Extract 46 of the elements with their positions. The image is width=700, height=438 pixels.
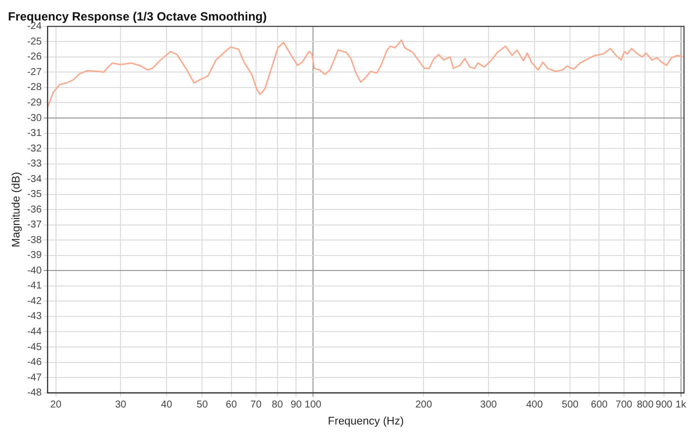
x-tick-label: 1k (676, 400, 688, 411)
y-tick-label: -24 (27, 21, 42, 32)
x-tick-label: 40 (161, 400, 173, 411)
x-tick-label: 300 (480, 400, 498, 411)
x-tick-label: 70 (250, 400, 262, 411)
x-tick-label: 400 (526, 400, 544, 411)
x-tick-label: 100 (304, 400, 322, 411)
y-tick-label: -29 (27, 97, 42, 108)
y-tick-label: -32 (27, 143, 42, 154)
y-tick-label: -31 (27, 128, 42, 140)
x-tick-label: 800 (636, 400, 654, 411)
y-tick-label: -33 (27, 158, 42, 170)
x-tick-label: 500 (562, 400, 579, 411)
y-tick-label: -38 (27, 234, 42, 246)
y-tick-label: -36 (27, 204, 42, 216)
y-tick-label: -41 (27, 280, 42, 292)
x-tick-label: 700 (616, 400, 633, 411)
y-tick-label: -28 (27, 82, 42, 94)
y-axis-title: Magnitude (dB) (10, 172, 23, 248)
x-tick-label: 30 (115, 400, 127, 411)
y-tick-label: -35 (27, 189, 42, 200)
x-tick-label: 50 (196, 400, 208, 411)
y-tick-label: -42 (27, 296, 42, 307)
x-tick-label: 90 (290, 400, 302, 411)
y-tick-label: -47 (27, 372, 42, 384)
y-tick-label: -39 (27, 250, 42, 262)
y-tick-label: -46 (27, 357, 42, 368)
y-tick-label: -40 (27, 265, 42, 276)
y-tick-label: -44 (27, 326, 42, 338)
y-tick-label: -45 (27, 342, 42, 353)
y-tick-label: -34 (27, 174, 42, 185)
y-tick-label: -43 (27, 311, 42, 322)
x-tick-label: 80 (272, 400, 284, 411)
x-tick-label: 20 (50, 400, 62, 411)
y-tick-label: -25 (27, 36, 42, 48)
y-tick-label: -27 (27, 66, 42, 78)
x-tick-label: 200 (415, 400, 432, 411)
y-tick-label: -30 (27, 112, 42, 124)
x-tick-label: 600 (590, 400, 608, 411)
y-tick-label: -26 (27, 52, 42, 63)
x-tick-label: 900 (656, 400, 673, 411)
chart-title: Frequency Response (1/3 Octave Smoothing) (8, 10, 267, 24)
y-tick-label: -37 (27, 220, 42, 231)
x-axis-title: Frequency (Hz) (328, 415, 404, 428)
x-tick-label: 60 (226, 400, 238, 411)
y-tick-label: -48 (27, 388, 42, 399)
